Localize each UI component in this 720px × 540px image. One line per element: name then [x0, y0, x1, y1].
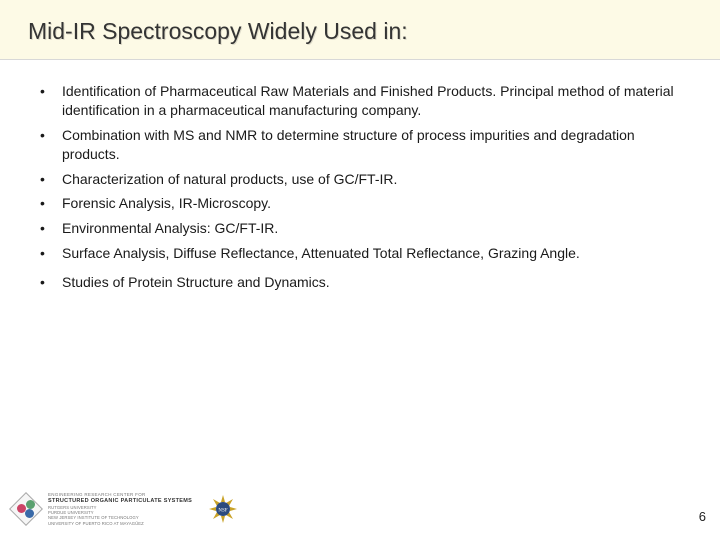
svg-text:NSF: NSF: [219, 509, 228, 514]
list-item: Combination with MS and NMR to determine…: [38, 126, 682, 164]
page-number: 6: [699, 509, 706, 524]
title-band: Mid-IR Spectroscopy Widely Used in:: [0, 0, 720, 60]
footer: ENGINEERING RESEARCH CENTER FOR STRUCTUR…: [0, 484, 720, 534]
list-item: Identification of Pharmaceutical Raw Mat…: [38, 82, 682, 120]
page-title: Mid-IR Spectroscopy Widely Used in:: [28, 18, 692, 45]
sops-logo-icon: [12, 495, 40, 523]
footer-univ-4: UNIVERSITY OF PUERTO RICO AT MAYAGÜEZ: [48, 521, 192, 526]
bullet-list-extra: Studies of Protein Structure and Dynamic…: [38, 273, 682, 292]
bullet-list-main: Identification of Pharmaceutical Raw Mat…: [38, 82, 682, 263]
list-item: Environmental Analysis: GC/FT-IR.: [38, 219, 682, 238]
list-item: Surface Analysis, Diffuse Reflectance, A…: [38, 244, 682, 263]
list-item: Studies of Protein Structure and Dynamic…: [38, 273, 682, 292]
footer-line2: STRUCTURED ORGANIC PARTICULATE SYSTEMS: [48, 498, 192, 505]
list-item: Characterization of natural products, us…: [38, 170, 682, 189]
list-item: Forensic Analysis, IR-Microscopy.: [38, 194, 682, 213]
content-area: Identification of Pharmaceutical Raw Mat…: [0, 60, 720, 292]
nsf-logo-icon: NSF: [208, 494, 238, 524]
footer-org-text: ENGINEERING RESEARCH CENTER FOR STRUCTUR…: [48, 492, 192, 526]
